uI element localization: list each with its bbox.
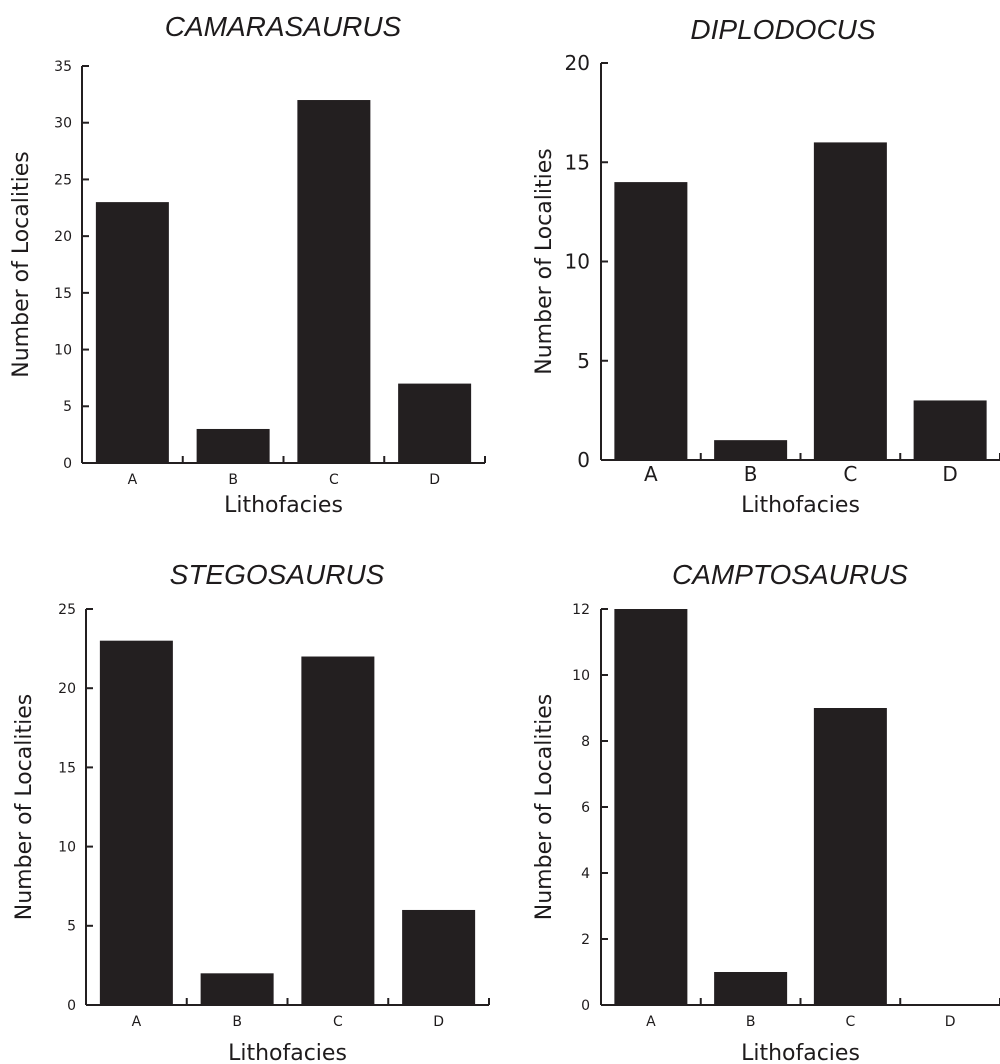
chart-title: STEGOSAURUS [170,559,385,590]
y-tick-label: 6 [581,800,590,816]
bar-C [813,142,887,460]
y-tick-label: 30 [54,116,72,132]
x-tick-label: A [128,472,138,488]
bar-D [913,400,987,460]
chart-panel-2: DIPLODOCUS Number of Localities Lithofacie… [532,14,1000,518]
y-tick-label: 10 [58,840,76,856]
x-tick-label: B [228,472,238,488]
x-tick-label: A [132,1014,142,1030]
y-tick-label: 5 [67,919,76,935]
x-tick-label: B [746,1014,756,1030]
x-tick-label: C [333,1014,343,1030]
y-tick-label: 8 [581,734,590,750]
y-tick-label: 0 [581,998,590,1014]
y-tick-label: 20 [565,51,590,75]
x-tick-label: D [942,462,957,486]
bar-A [614,609,688,1005]
x-tick-label: D [429,472,440,488]
bar-B [714,972,788,1005]
y-axis-label: Number of Localities [532,148,557,374]
y-tick-label: 15 [58,760,76,776]
bar-C [813,708,887,1005]
chart-panel-3: STEGOSAURUS Number of Localities Lithofaci… [12,559,490,1064]
chart-title: DIPLODOCUS [690,14,875,45]
x-tick-label: B [232,1014,242,1030]
bar-C [301,656,375,1005]
x-tick-label: A [646,1014,656,1030]
chart-title: CAMPTOSAURUS [672,559,908,590]
x-tick-label: C [843,462,857,486]
y-tick-label: 25 [54,172,72,188]
y-tick-label: 0 [577,448,590,472]
y-tick-label: 15 [565,150,590,174]
bar-A [614,182,688,460]
y-tick-label: 0 [67,998,76,1014]
y-axis-label: Number of Localities [12,694,37,920]
y-tick-label: 20 [54,229,72,245]
y-tick-label: 20 [58,681,76,697]
y-tick-label: 35 [54,59,72,75]
x-tick-label: C [845,1014,855,1030]
x-tick-label: D [945,1014,956,1030]
x-axis-label: Lithofacies [741,493,860,518]
x-tick-label: D [433,1014,444,1030]
x-tick-label: B [744,462,758,486]
bar-A [95,202,169,463]
chart-title: CAMARASAURUS [165,11,402,42]
y-tick-label: 5 [577,349,590,373]
bar-D [402,909,476,1005]
x-tick-label: A [644,462,658,486]
bar-D [398,383,472,463]
bar-B [200,973,274,1005]
y-tick-label: 2 [581,932,590,948]
y-axis-label: Number of Localities [9,151,34,377]
bar-C [297,100,371,464]
bar-B [714,440,788,460]
bar-A [99,640,173,1005]
y-tick-label: 10 [54,342,72,358]
x-tick-label: C [329,472,339,488]
x-axis-label: Lithofacies [228,1041,347,1064]
x-axis-label: Lithofacies [224,493,343,518]
chart-panel-4: CAMPTOSAURUS Number of Localities Lithofac… [532,559,1000,1064]
y-axis-label: Number of Localities [532,694,557,920]
y-tick-label: 5 [63,399,72,415]
y-tick-label: 12 [572,602,590,618]
y-tick-label: 10 [572,668,590,684]
y-tick-label: 0 [63,456,72,472]
y-tick-label: 4 [581,866,590,882]
y-tick-label: 15 [54,286,72,302]
bar-B [196,428,270,463]
y-tick-label: 10 [565,250,590,274]
chart-panel-1: CAMARASAURUS Number of Localities Lithofac… [9,11,486,518]
x-axis-label: Lithofacies [741,1041,860,1064]
y-tick-label: 25 [58,602,76,618]
